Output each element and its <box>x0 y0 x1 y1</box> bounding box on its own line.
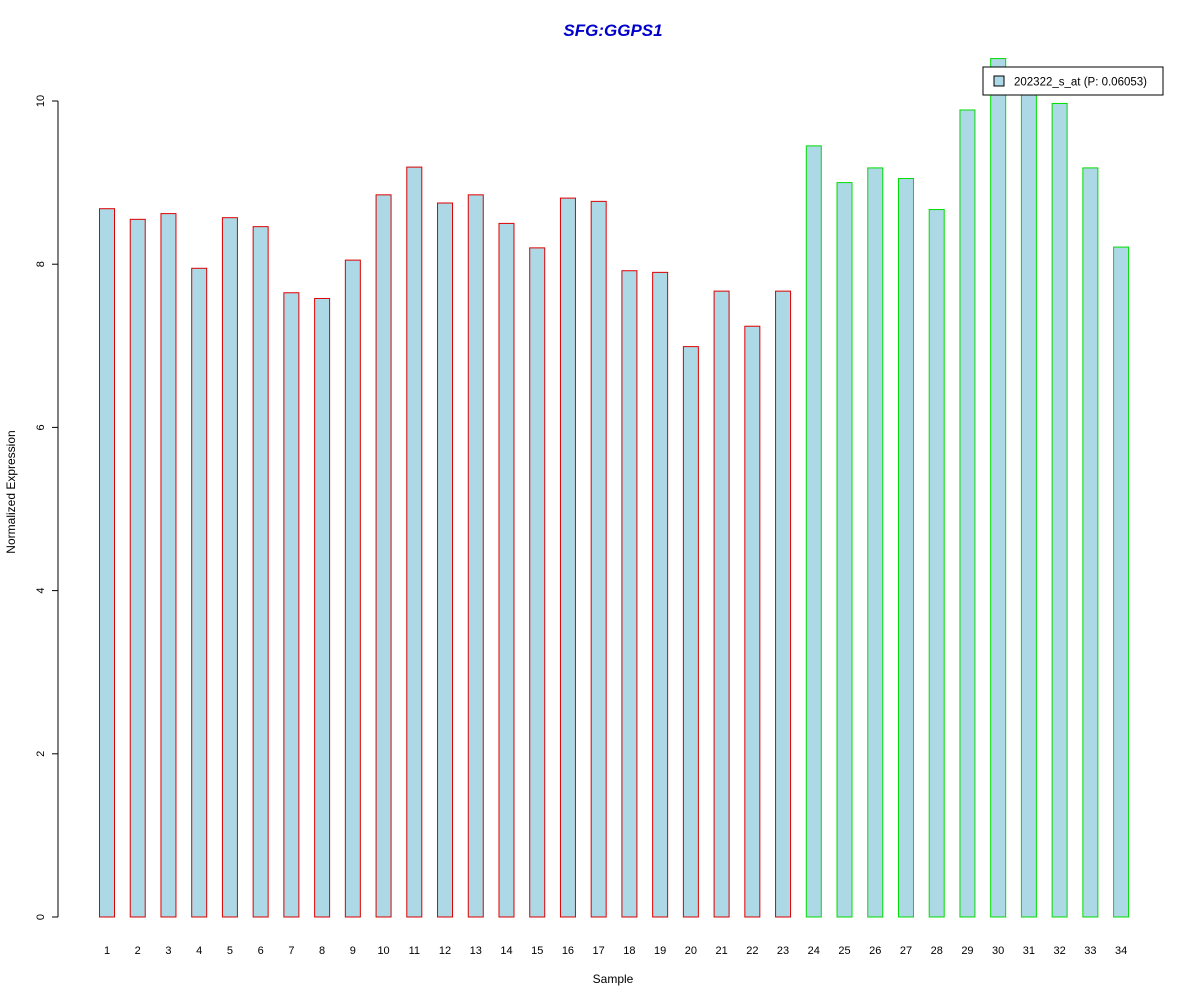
x-tick-label: 18 <box>623 945 635 957</box>
bar <box>314 297 331 918</box>
x-tick-label: 31 <box>1023 945 1035 957</box>
bar <box>498 222 515 918</box>
x-tick-label: 30 <box>992 945 1004 957</box>
bar <box>191 267 208 918</box>
x-tick-label: 28 <box>931 945 943 957</box>
x-tick-label: 4 <box>196 945 202 957</box>
x-tick-label: 8 <box>319 945 325 957</box>
x-tick-label: 23 <box>777 945 789 957</box>
x-tick-label: 5 <box>227 945 233 957</box>
x-axis-label: Sample <box>593 972 634 986</box>
x-tick-label: 20 <box>685 945 697 957</box>
x-tick-label: 21 <box>715 945 727 957</box>
legend-box <box>982 66 1164 96</box>
bar <box>990 58 1007 918</box>
bar <box>652 271 669 918</box>
y-tick-label: 8 <box>35 261 47 267</box>
y-axis-label: Normalized Expression <box>4 430 18 553</box>
x-tick-label: 19 <box>654 945 666 957</box>
x-tick-label: 25 <box>838 945 850 957</box>
bar <box>1020 92 1037 918</box>
bar <box>867 167 884 918</box>
bar <box>1051 102 1068 918</box>
x-tick-label: 33 <box>1084 945 1096 957</box>
bar <box>805 145 822 918</box>
x-tick-label: 14 <box>500 945 512 957</box>
x-tick-label: 2 <box>135 945 141 957</box>
x-tick-label: 16 <box>562 945 574 957</box>
legend-series-label: 202322_s_at (P: 0.06053) <box>1014 77 1147 89</box>
bar <box>99 208 115 918</box>
x-tick-label: 9 <box>350 945 356 957</box>
x-tick-label: 1 <box>104 945 110 957</box>
bar <box>682 346 699 918</box>
bar <box>959 109 976 918</box>
x-tick-label: 12 <box>439 945 451 957</box>
bar <box>344 259 361 918</box>
x-tick-label: 15 <box>531 945 543 957</box>
bar <box>713 290 730 918</box>
chart-title: SFG:GGPS1 <box>563 21 662 40</box>
y-axis: 0 2 4 6 8 10 <box>35 95 59 920</box>
x-tick-label: 22 <box>746 945 758 957</box>
bar <box>129 218 146 918</box>
x-tick-label: 26 <box>869 945 881 957</box>
x-tick-label: 3 <box>165 945 171 957</box>
bar <box>252 226 269 918</box>
bars-group <box>99 58 1130 918</box>
x-tick-label: 24 <box>808 945 820 957</box>
y-tick-label: 10 <box>35 95 47 107</box>
bar <box>836 182 853 918</box>
x-tick-label: 11 <box>409 945 420 957</box>
bar <box>221 217 238 918</box>
x-tick-label: 29 <box>961 945 973 957</box>
bar <box>1113 246 1130 918</box>
bar <box>744 325 761 918</box>
bar <box>590 200 607 918</box>
bar <box>897 178 914 918</box>
bar <box>529 247 546 918</box>
x-tick-label: 13 <box>470 945 482 957</box>
bar <box>775 290 792 918</box>
x-tick-label: 17 <box>593 945 605 957</box>
x-tick-label: 7 <box>288 945 294 957</box>
bar <box>621 270 638 918</box>
x-tick-label: 34 <box>1115 945 1127 957</box>
bar <box>559 197 576 918</box>
y-tick-label: 4 <box>35 588 47 594</box>
bar <box>406 166 423 918</box>
bar <box>467 194 484 918</box>
x-tick-label: 32 <box>1054 945 1066 957</box>
x-tick-label: 6 <box>258 945 264 957</box>
legend-swatch <box>993 75 1005 87</box>
x-tick-label: 27 <box>900 945 912 957</box>
bar <box>375 194 392 918</box>
bar <box>160 213 177 918</box>
y-tick-label: 6 <box>35 424 47 430</box>
y-tick-label: 0 <box>35 914 47 920</box>
x-tick-label: 10 <box>377 945 389 957</box>
x-tick-labels: 1 2 3 4 5 6 7 8 9 10 11 12 13 14 15 16 17 18 19 20 21 22 23 24 2… <box>104 945 1127 957</box>
bar <box>437 202 454 918</box>
legend: 202322_s_at (P: 0.06053) <box>982 66 1164 96</box>
y-tick-label: 2 <box>35 751 47 757</box>
bar <box>1082 167 1099 918</box>
bar <box>283 292 300 918</box>
bar <box>928 209 945 918</box>
